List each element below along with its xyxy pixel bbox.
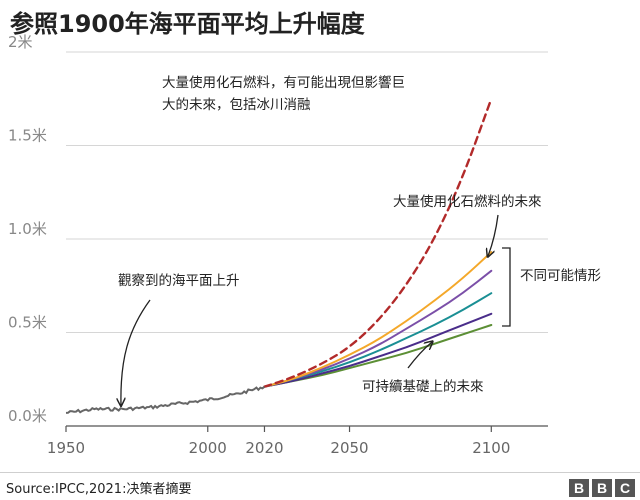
y-tick-label: 1.0米 <box>8 220 47 238</box>
annotation-arrows <box>121 214 511 405</box>
annotation-scenarios: 不同可能情形 <box>520 268 601 284</box>
y-tick-label: 1.5米 <box>8 127 47 145</box>
series-observed <box>65 385 266 414</box>
annotation-high-emission-long: 大量使用化石燃料，有可能出現但影響巨 大的未來，包括冰川消融 <box>162 72 405 116</box>
bbc-logo: B B C <box>569 479 635 497</box>
axes: 0.0米 0.5米 1.0米 1.5米 2米 1950 2000 2020 2050 2100 <box>8 33 548 457</box>
x-tick-label: 1950 <box>47 439 85 457</box>
bbc-logo-letter: B <box>569 479 589 497</box>
sustainable-arrow <box>407 342 432 369</box>
annotation-line-1: 大量使用化石燃料，有可能出現但影響巨 <box>162 75 405 91</box>
bbc-logo-letter: C <box>615 479 635 497</box>
sea-level-chart: 0.0米 0.5米 1.0米 1.5米 2米 1950 2000 2020 2050 2100 <box>8 33 548 457</box>
annotation-high-emission-short: 大量使用化石燃料的未來 <box>393 194 542 210</box>
y-tick-label: 0.0米 <box>8 407 47 425</box>
series-high-extreme <box>263 97 493 388</box>
x-tick-label: 2000 <box>189 439 227 457</box>
series-scenario-1 <box>263 251 493 388</box>
scenario-bracket <box>502 247 511 327</box>
high-emission-arrow <box>488 214 499 256</box>
series-lines <box>65 97 493 414</box>
bbc-logo-letter: B <box>592 479 612 497</box>
y-tick-label: 2米 <box>8 33 33 51</box>
x-tick-label: 2100 <box>472 439 510 457</box>
chart-title: 参照1900年海平面平均上升幅度 <box>10 10 365 38</box>
y-tick-label: 0.5米 <box>8 314 47 332</box>
annotation-sustainable: 可持續基礎上的未來 <box>362 379 484 395</box>
series-scenario-2 <box>263 269 493 388</box>
x-tick-label: 2050 <box>330 439 368 457</box>
x-tick-label: 2020 <box>245 439 283 457</box>
annotation-observed: 觀察到的海平面上升 <box>118 273 240 289</box>
observed-arrow <box>121 299 151 405</box>
source-note: Source:IPCC,2021:决策者摘要 <box>6 482 192 497</box>
annotation-line-2: 大的未來，包括冰川消融 <box>162 97 311 113</box>
series-scenario-4 <box>263 312 493 388</box>
footer-divider <box>0 472 640 473</box>
